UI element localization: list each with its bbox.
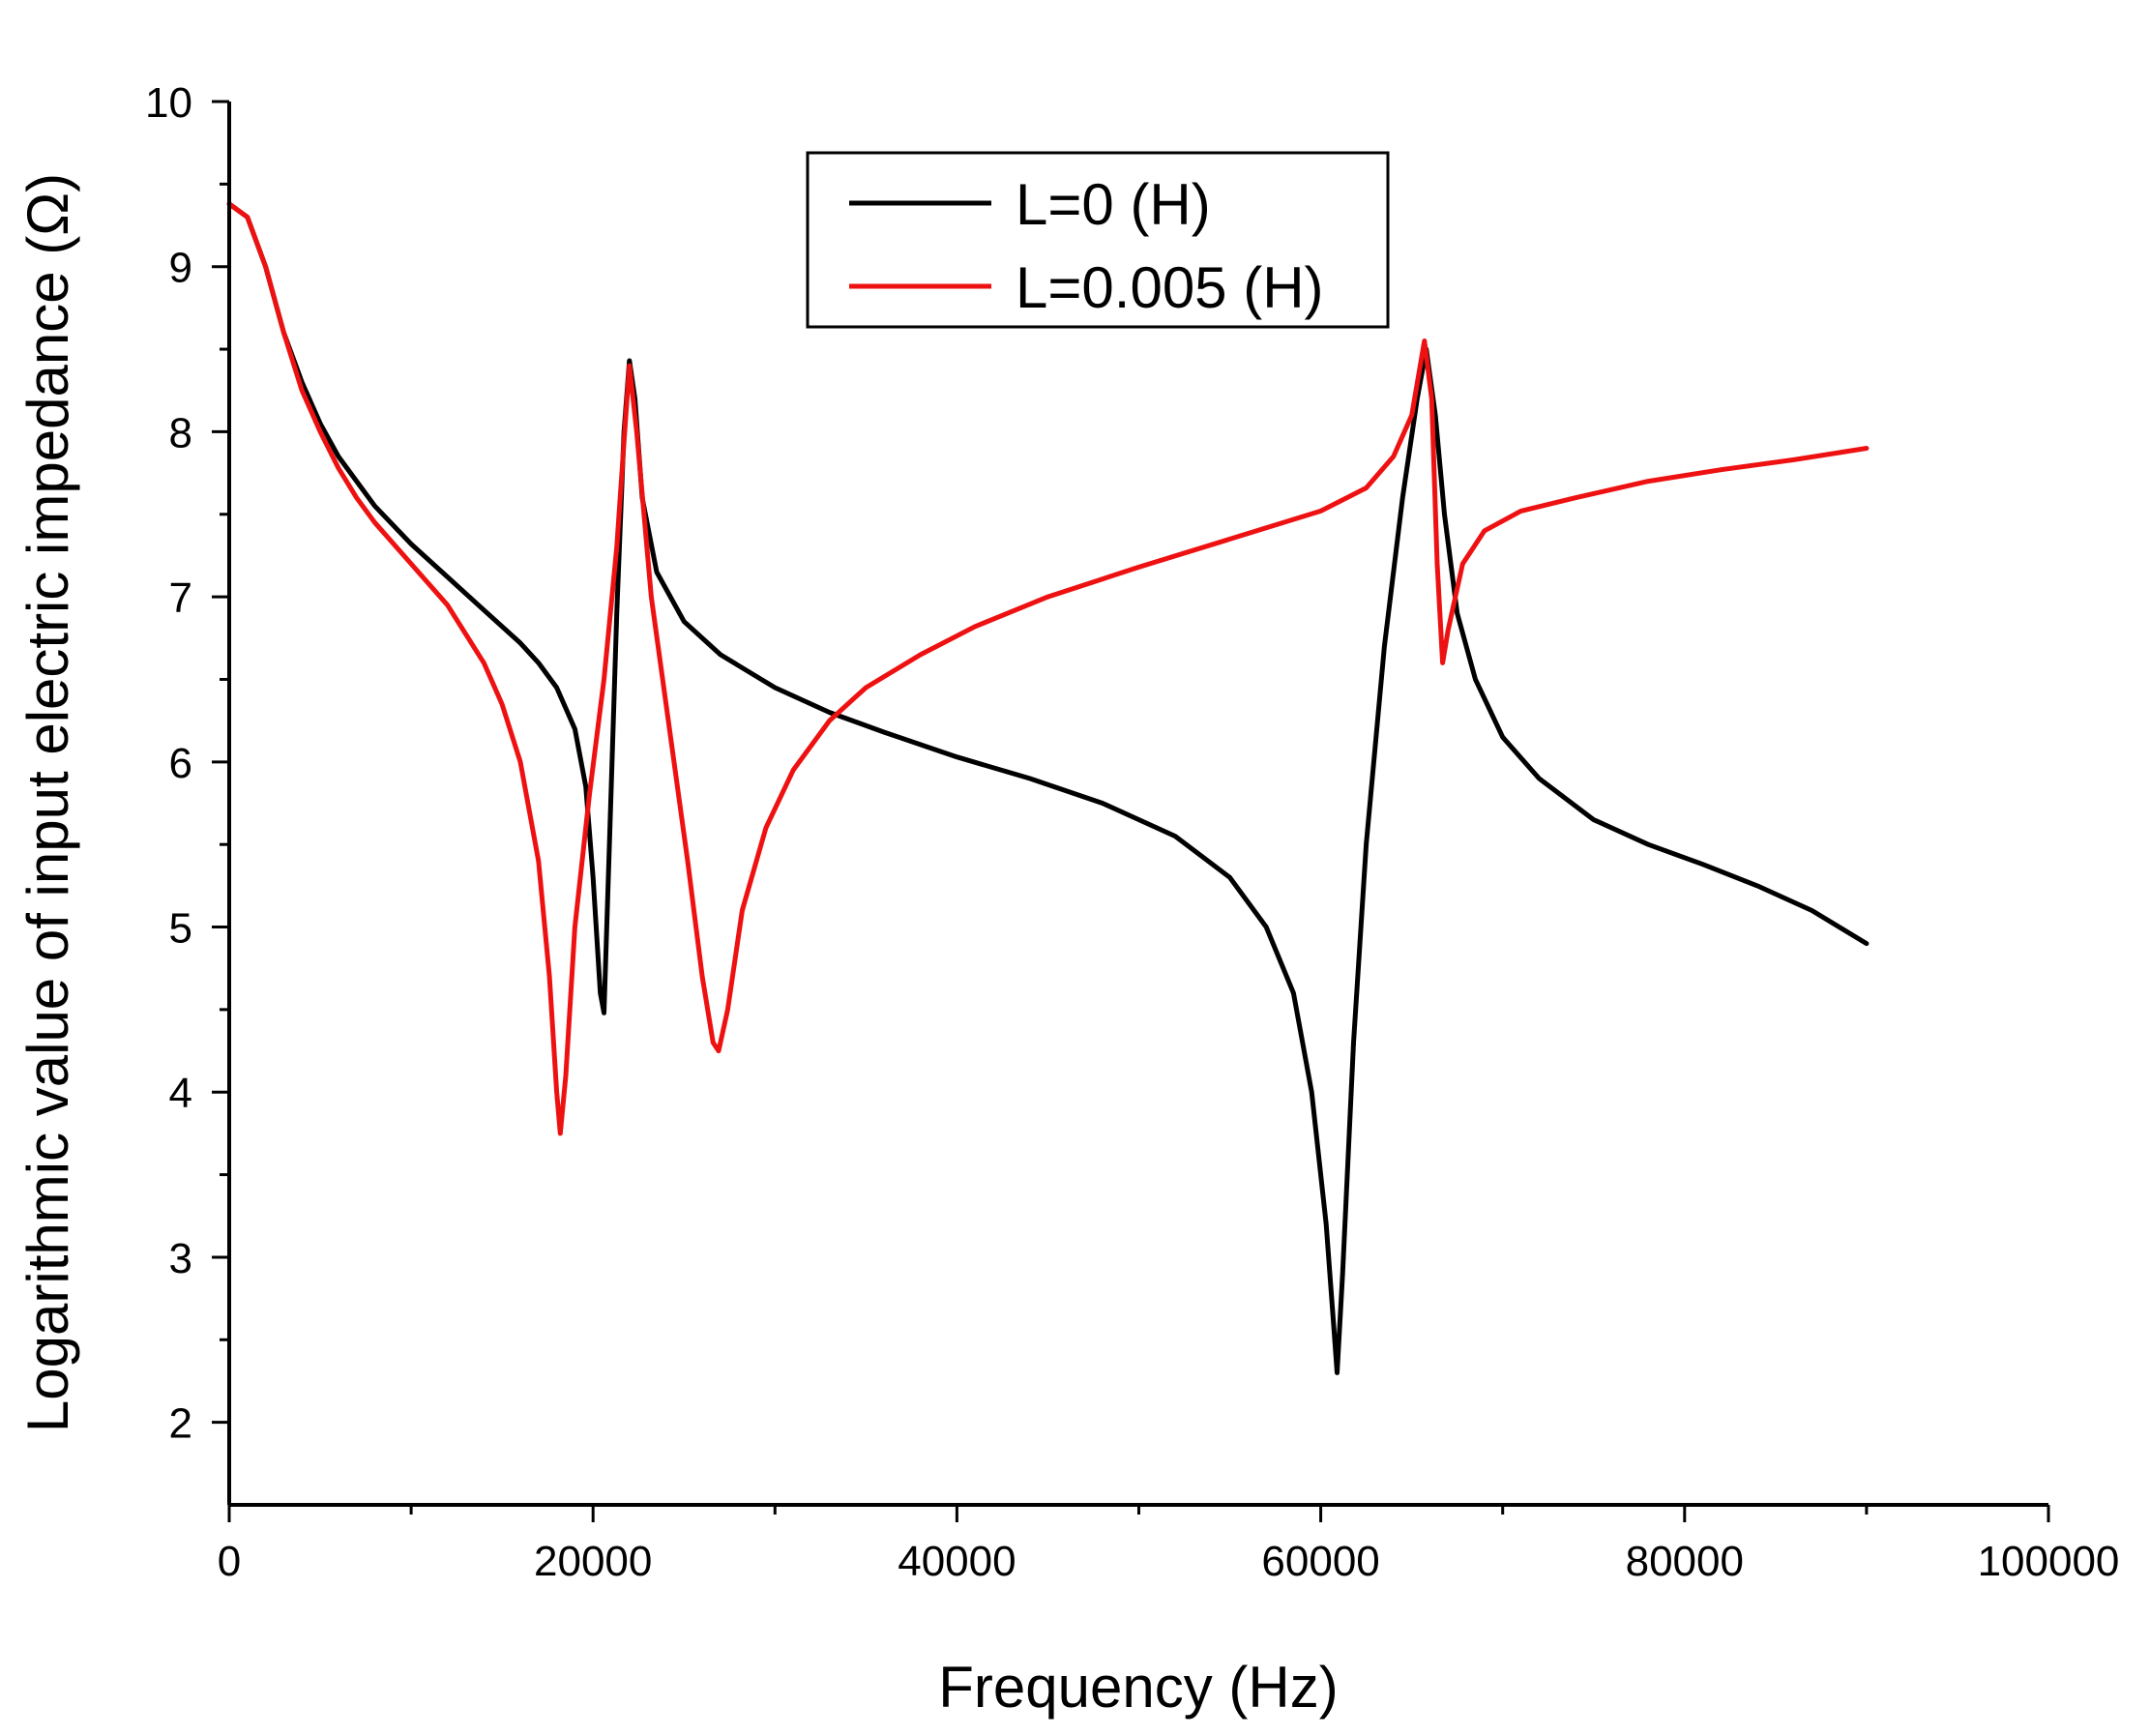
y-tick-label: 10 — [145, 79, 192, 127]
x-tick-label: 0 — [218, 1538, 241, 1585]
plot-lines — [226, 201, 1870, 1375]
y-tick-label: 8 — [169, 409, 192, 456]
y-axis-title: Logarithmic value of input electric impe… — [15, 173, 80, 1432]
x-tick-label: 80000 — [1626, 1538, 1744, 1585]
y-tick-label: 5 — [169, 905, 192, 953]
x-tick-label: 40000 — [898, 1538, 1016, 1585]
y-tick-label: 4 — [169, 1070, 192, 1117]
x-tick-label: 20000 — [534, 1538, 652, 1585]
y-tick-label: 9 — [169, 245, 192, 292]
x-tick-label: 60000 — [1261, 1538, 1379, 1585]
legend-label-l0: L=0 (H) — [1016, 172, 1211, 237]
x-axis-title: Frequency (Hz) — [938, 1655, 1338, 1720]
y-tick-label: 3 — [169, 1235, 192, 1282]
series-line-l0005 — [226, 201, 1870, 1136]
legend-box — [806, 151, 1390, 329]
y-tick-label: 7 — [169, 574, 192, 622]
legend-label-l0005: L=0.005 (H) — [1016, 255, 1324, 320]
y-tick-label: 2 — [169, 1400, 192, 1448]
ticks: 0 20000 40000 60000 80000 100000 2 3 4 5 6 7 8 9 10 — [145, 79, 2119, 1585]
series-line-l0 — [226, 201, 1870, 1375]
legend: L=0 (H) L=0.005 (H) — [806, 151, 1390, 329]
x-tick-label: 100000 — [1978, 1538, 2120, 1585]
y-tick-label: 6 — [169, 740, 192, 787]
